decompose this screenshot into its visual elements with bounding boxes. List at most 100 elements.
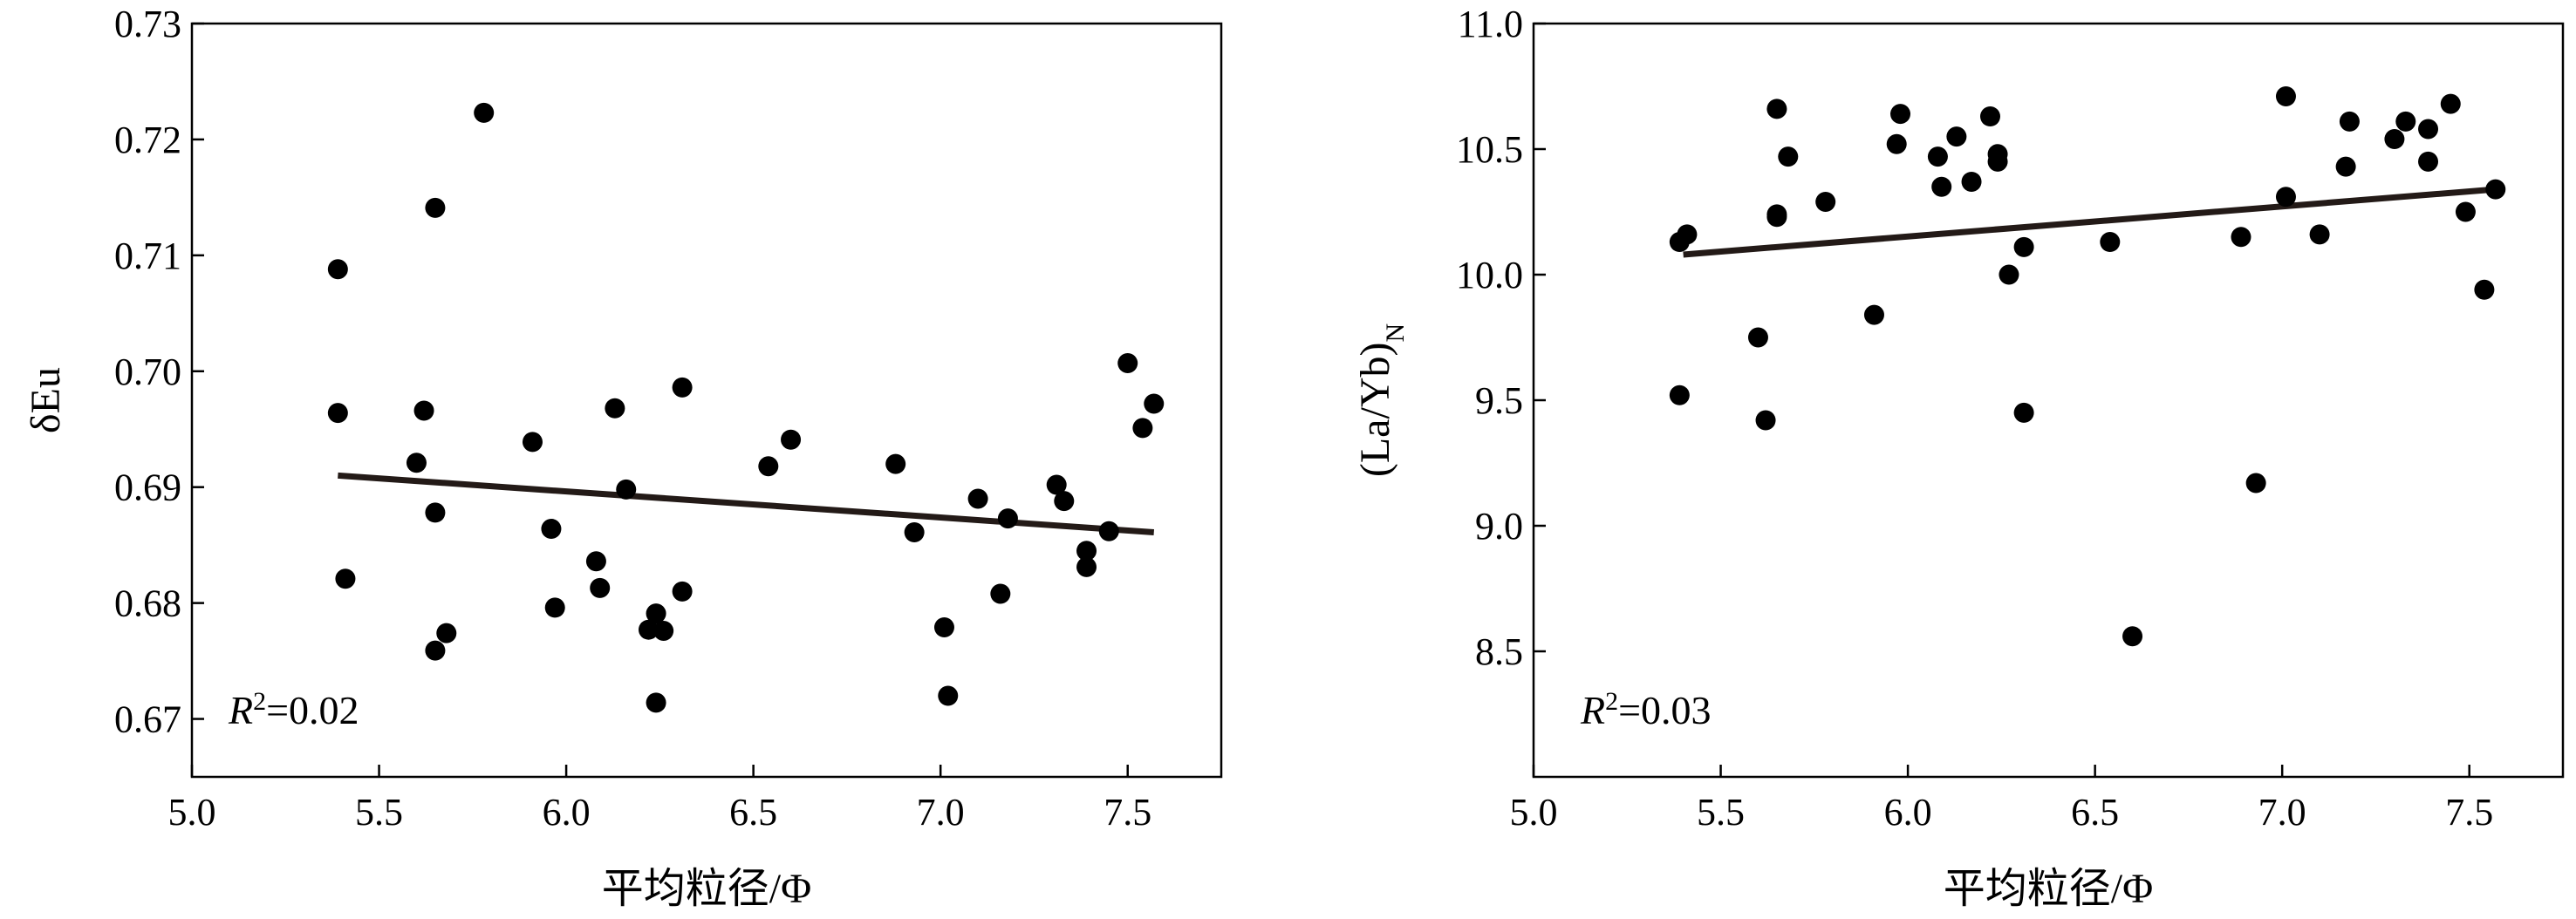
x-tick-label: 5.0	[1510, 791, 1558, 834]
data-point	[425, 197, 446, 218]
data-point	[335, 568, 356, 589]
data-point	[1927, 146, 1948, 167]
x-axis-label: 平均粒径/Φ	[602, 866, 811, 912]
data-point	[2339, 111, 2360, 132]
data-point	[1890, 104, 1911, 125]
data-point	[990, 583, 1011, 604]
data-point	[1677, 224, 1698, 245]
data-point	[1863, 304, 1884, 325]
data-point	[2418, 119, 2439, 140]
data-point	[653, 621, 674, 642]
data-point	[646, 603, 666, 624]
y-tick-label: 9.5	[1475, 379, 1523, 422]
data-point	[781, 429, 802, 450]
r-squared-annotation: R2=0.03	[1580, 687, 1712, 733]
data-point	[2013, 402, 2034, 423]
x-tick-label: 7.0	[2258, 791, 2306, 834]
data-point	[1886, 133, 1907, 154]
data-point	[605, 398, 625, 419]
data-point	[585, 551, 606, 572]
r-symbol: R	[228, 688, 253, 732]
data-point	[1946, 126, 1967, 147]
data-point	[758, 456, 779, 477]
data-point	[638, 619, 659, 640]
r-value: =0.03	[1618, 688, 1711, 732]
trend-line	[1683, 186, 2497, 258]
y-axis: 0.67 0.68 0.69 0.70 0.71 0.72 0.73	[114, 3, 204, 741]
data-point	[406, 453, 427, 473]
x-tick-label: 7.0	[917, 791, 965, 834]
data-point	[2455, 201, 2476, 222]
r-squared-annotation: R2=0.02	[228, 687, 359, 733]
data-point	[2275, 86, 2296, 107]
y-axis-label: (La/Yb)N	[1352, 323, 1410, 477]
data-point	[1098, 521, 1119, 541]
x-axis: 5.0 5.5 6.0 6.5 7.0 7.5	[1510, 765, 2493, 834]
x-tick-label: 5.0	[168, 791, 216, 834]
data-point	[1117, 352, 1138, 373]
x-axis-label: 平均粒径/Φ	[1944, 866, 2153, 912]
y-tick-label: 10.5	[1456, 128, 1523, 171]
data-point	[2122, 626, 2143, 647]
y-axis-label: δEu	[23, 367, 69, 433]
x-tick-label: 6.0	[543, 791, 591, 834]
data-point	[885, 453, 906, 474]
data-point	[1961, 171, 1982, 192]
data-point	[2100, 232, 2121, 253]
data-point	[967, 488, 988, 509]
chart-la-yb: 5.0 5.5 6.0 6.5 7.0 7.5 8.5 9.0 9.5 10.0 10.5 11.0…	[1352, 3, 2565, 912]
y-tick-label: 0.67	[114, 698, 181, 741]
data-point	[1076, 541, 1097, 562]
data-point	[2440, 93, 2461, 114]
y-tick-label: 10.0	[1456, 254, 1523, 296]
data-point	[522, 432, 543, 453]
chart-deu: 5.0 5.5 6.0 6.5 7.0 7.5 0.670.680.690.700.710…	[23, 3, 1223, 912]
x-tick-label: 6.0	[1884, 791, 1932, 834]
data-point	[1931, 176, 1952, 197]
data-point	[1766, 99, 1787, 119]
y-tick-label: 0.73	[114, 3, 181, 45]
data-point	[2335, 156, 2356, 177]
y-axis-label-main: (La/Yb)	[1352, 343, 1398, 478]
data-point	[436, 623, 457, 643]
x-axis: 5.0 5.5 6.0 6.5 7.0 7.5	[168, 765, 1151, 834]
data-point	[1815, 191, 1836, 212]
y-axis-label-subscript: N	[1381, 323, 1410, 343]
data-point	[1766, 207, 1787, 228]
data-point	[2309, 224, 2330, 245]
data-point	[1076, 556, 1097, 577]
data-point	[541, 519, 562, 540]
y-axis: 8.5 9.0 9.5 10.0 10.5 11.0	[1456, 3, 1546, 673]
data-point	[425, 640, 446, 661]
r-superscript: 2	[1605, 687, 1618, 716]
data-point	[1987, 151, 2008, 172]
data-point	[2474, 279, 2495, 300]
data-point	[2485, 179, 2506, 200]
data-point	[327, 403, 348, 424]
data-point	[1046, 474, 1067, 495]
data-point	[413, 400, 434, 421]
data-point	[1054, 491, 1075, 512]
data-point	[2231, 227, 2251, 248]
data-point	[2245, 473, 2266, 494]
data-point	[1132, 418, 1153, 439]
y-tick-label: 0.71	[114, 235, 181, 277]
y-tick-label: 0.68	[114, 582, 181, 625]
data-point	[904, 522, 925, 543]
data-point	[590, 577, 611, 598]
r-symbol: R	[1580, 688, 1605, 732]
x-tick-label: 7.5	[2445, 791, 2493, 834]
data-point	[474, 102, 495, 123]
series-la-yb	[1669, 86, 2506, 647]
data-point	[2275, 187, 2296, 208]
x-tick-label: 6.5	[2071, 791, 2119, 834]
data-point	[1144, 393, 1165, 414]
plot-frame	[190, 22, 1223, 779]
y-tick-label: 0.72	[114, 119, 181, 161]
series-deu	[327, 102, 1165, 713]
r-value: =0.02	[266, 688, 359, 732]
data-point	[327, 259, 348, 280]
data-point	[672, 581, 693, 602]
trend-line	[338, 472, 1155, 536]
